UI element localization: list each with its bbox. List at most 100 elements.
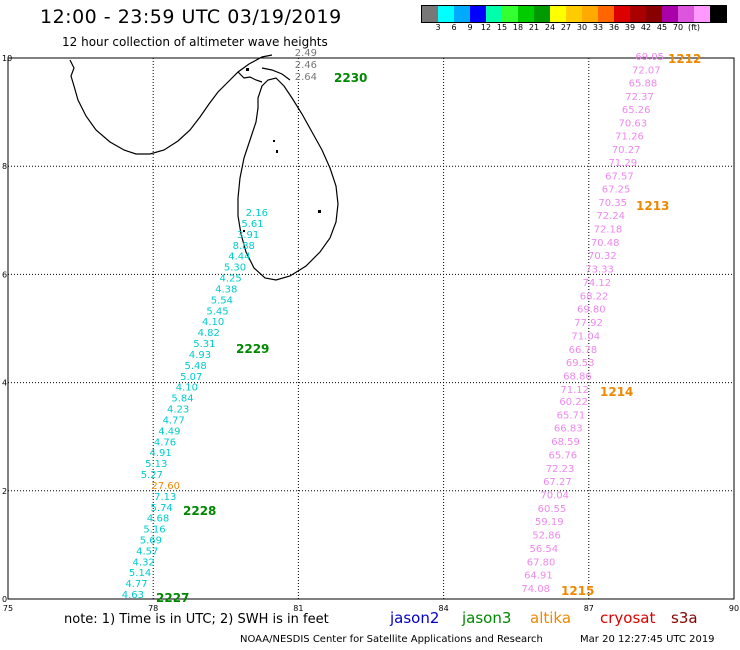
wave-height-value: 4.10 <box>176 383 198 394</box>
wave-height-value: 5.27 <box>141 470 163 481</box>
wave-height-value: 71.04 <box>571 331 600 342</box>
wave-height-value: 4.25 <box>219 274 241 285</box>
india-coastline <box>69 54 273 155</box>
wave-height-value: 72.07 <box>632 65 661 76</box>
wave-height-value: 4.32 <box>133 557 155 568</box>
wave-height-value: 60.55 <box>538 504 567 515</box>
coastline-india <box>69 54 273 155</box>
wave-height-value: 69.05 <box>635 52 664 63</box>
chart-title: 12:00 - 23:59 UTC 03/19/2019 <box>40 6 342 28</box>
legend-swatch <box>550 6 566 22</box>
wave-height-value: 4.77 <box>163 415 185 426</box>
legend-swatch <box>534 6 550 22</box>
wave-height-value: 8.88 <box>233 241 255 252</box>
track-id-label: 2227 <box>156 591 189 605</box>
wave-height-value: 60.22 <box>559 397 588 408</box>
legend-tick-label: 70 <box>672 23 684 32</box>
jaffna-peninsula <box>261 67 291 81</box>
wave-height-value: 70.27 <box>612 145 641 156</box>
x-tick-label: 81 <box>293 604 303 613</box>
legend-tick-label: 36 <box>608 23 620 32</box>
wave-height-value: 68.22 <box>580 291 609 302</box>
legend-tick-label: 33 <box>592 23 604 32</box>
wave-height-value: 73.33 <box>585 265 614 276</box>
track-id-label: 1213 <box>636 199 669 213</box>
wave-height-value: 72.18 <box>594 224 623 235</box>
y-tick-label: 4 <box>2 379 7 388</box>
y-tick-label: 6 <box>2 270 7 279</box>
track-id-label: 2228 <box>183 504 216 518</box>
satellite-legend-jason3: jason3 <box>462 609 512 627</box>
wave-height-value: 65.26 <box>622 105 651 116</box>
legend-swatch <box>662 6 678 22</box>
wave-height-value: 5.45 <box>206 306 228 317</box>
chart-subtitle: 12 hour collection of altimeter wave hei… <box>62 35 328 49</box>
wave-height-value: 66.83 <box>554 424 583 435</box>
wave-height-value: 5.16 <box>143 525 165 536</box>
wave-height-value: 5.61 <box>241 219 263 230</box>
legend-tick-label: 27 <box>560 23 572 32</box>
wave-height-value: 74.12 <box>583 278 612 289</box>
legend-tick-label: 15 <box>496 23 508 32</box>
legend-tick-label: 18 <box>512 23 524 32</box>
track-id-label: 1214 <box>600 385 633 399</box>
wave-height-value: 5.74 <box>151 503 173 514</box>
wave-height-value: 4.93 <box>189 350 211 361</box>
wave-height-value: 5.84 <box>171 394 193 405</box>
map-frame <box>7 57 735 600</box>
legend-swatch <box>486 6 502 22</box>
map-grid <box>7 57 735 600</box>
axis-labels: 75 78 81 84 87 90 0 2 4 6 8 10 <box>2 54 739 613</box>
track-id-label: 2229 <box>236 342 269 356</box>
wave-height-value: 72.24 <box>596 211 625 222</box>
legend-swatch <box>646 6 662 22</box>
x-tick-label: 87 <box>584 604 594 613</box>
legend-swatch <box>630 6 646 22</box>
track-id-label: 1215 <box>561 584 594 598</box>
satellite-legend-altika: altika <box>530 609 572 627</box>
wave-height-value: 71.12 <box>560 385 589 396</box>
legend-swatch <box>438 6 454 22</box>
wave-height-value: 52.86 <box>532 531 561 542</box>
wave-height-value: 70.04 <box>540 491 569 502</box>
y-tick-label: 2 <box>2 487 7 496</box>
wave-height-value: 67.80 <box>527 557 556 568</box>
wave-height-value: 4.82 <box>198 328 220 339</box>
legend-tick-label: 39 <box>624 23 636 32</box>
wave-height-value: 70.63 <box>619 118 648 129</box>
legend-tick-label: 6 <box>451 23 457 32</box>
wave-height-value: 67.57 <box>605 171 634 182</box>
footer-credit: NOAA/NESDIS Center for Satellite Applica… <box>240 634 543 645</box>
wave-height-value: 4.23 <box>167 405 189 416</box>
wave-height-value: 5.54 <box>211 295 233 306</box>
wave-height-value: 65.71 <box>557 410 586 421</box>
note-text: note: 1) Time is in UTC; 2) SWH is in fe… <box>64 612 329 627</box>
wave-height-value: 72.37 <box>625 92 654 103</box>
legend-swatch <box>502 6 518 22</box>
wave-height-value: 5.69 <box>140 536 162 547</box>
wave-height-value: 64.91 <box>524 571 553 582</box>
legend-tick-label: 3 <box>435 23 441 32</box>
legend-tick-label: 9 <box>467 23 473 32</box>
footer: NOAA/NESDIS Center for Satellite Applica… <box>240 634 715 645</box>
track-id-label: 1212 <box>668 52 701 66</box>
x-tick-label: 90 <box>729 604 739 613</box>
legend-tick-label: 30 <box>576 23 588 32</box>
satellite-tracks: 2.492.462.64 2230 2.165.613.918.884.445.30… <box>122 48 702 605</box>
wave-height-value: 4.57 <box>136 546 158 557</box>
wave-height-value: 4.10 <box>202 317 224 328</box>
wave-height-value: 71.26 <box>615 132 644 143</box>
wave-height-value: 2.46 <box>295 60 317 71</box>
legend-swatch <box>582 6 598 22</box>
y-tick-label: 10 <box>2 54 12 63</box>
x-tick-label: 75 <box>3 604 13 613</box>
wave-height-value: 5.30 <box>224 263 246 274</box>
legend-swatch <box>678 6 694 22</box>
wave-height-value: 4.63 <box>122 590 144 601</box>
wave-height-value: 5.48 <box>184 361 206 372</box>
legend-tick-label: 12 <box>480 23 492 32</box>
wave-height-value: 67.25 <box>602 185 631 196</box>
y-tick-label: 0 <box>2 595 7 604</box>
wave-height-value: 2.64 <box>295 72 317 83</box>
